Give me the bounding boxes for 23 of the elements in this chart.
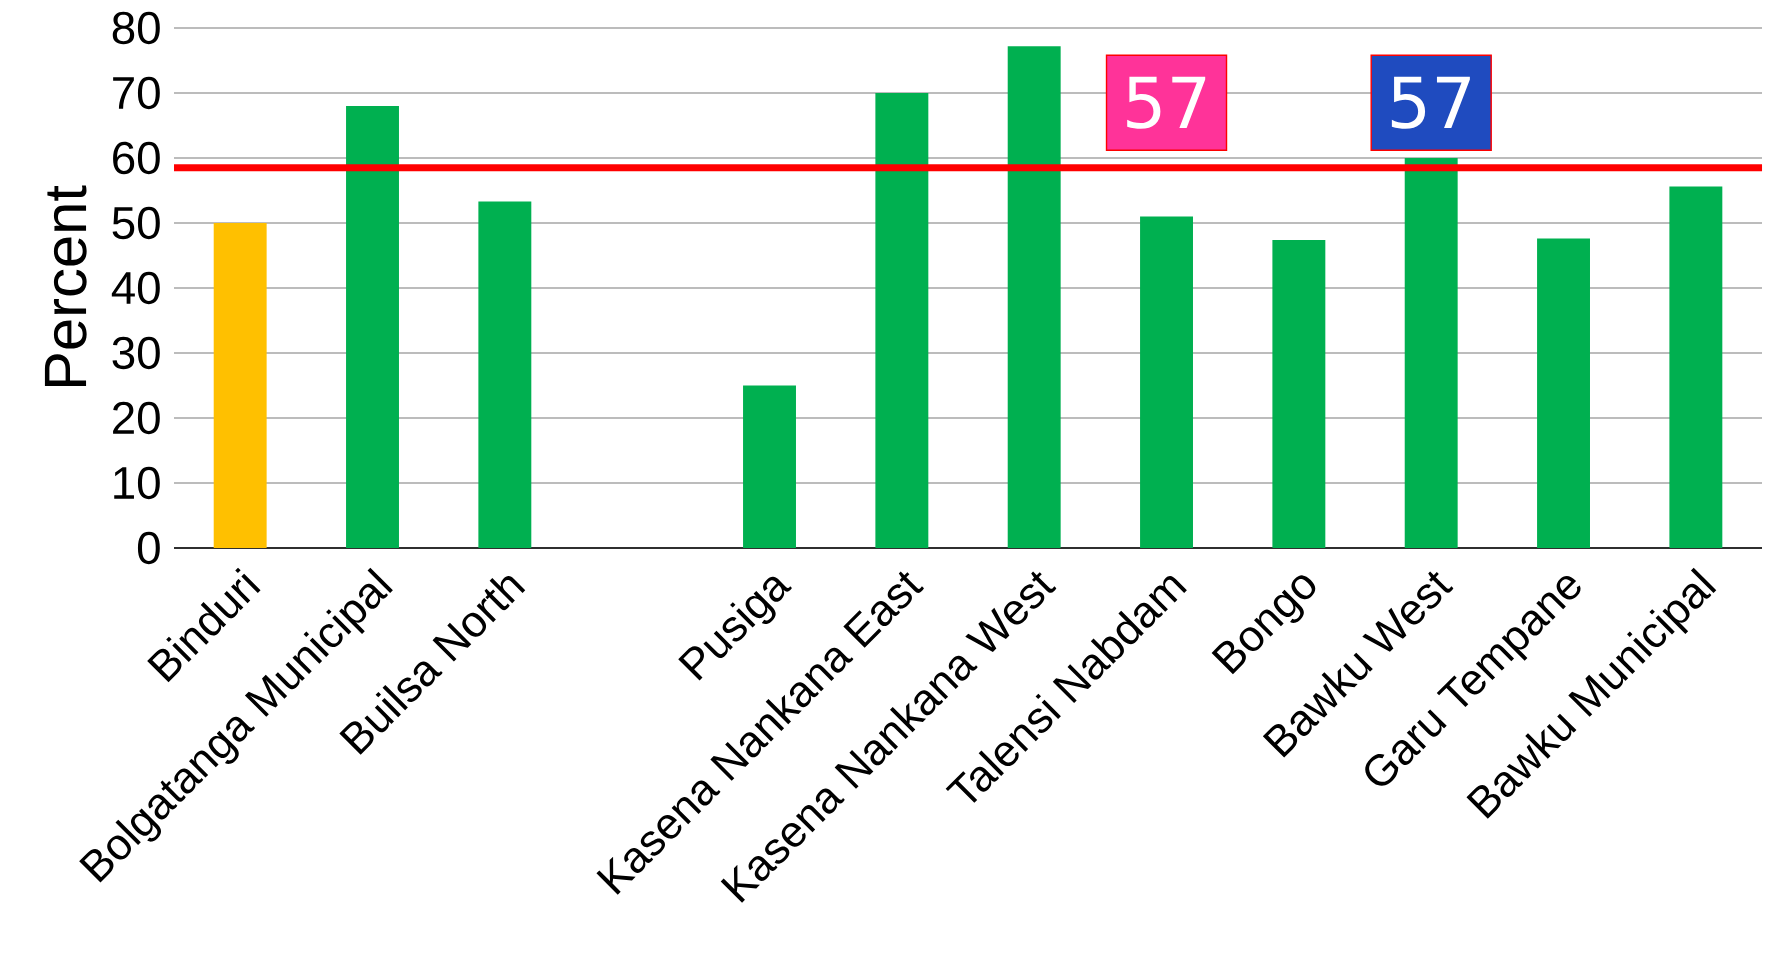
bar	[478, 201, 532, 548]
bar	[1404, 158, 1458, 548]
bar	[1272, 239, 1326, 548]
y-tick-label: 0	[137, 531, 160, 565]
annotation: 57	[1391, 76, 1470, 129]
y-tick-label: 20	[113, 401, 160, 435]
bar	[743, 385, 796, 548]
y-tick-label: 80	[112, 11, 160, 45]
bar	[875, 93, 929, 548]
bar	[1669, 186, 1723, 548]
y-tick-label: 30	[112, 336, 160, 370]
y-tick-label: 50	[112, 206, 160, 240]
y-tick-label: 10	[114, 466, 160, 500]
y-tick-label: 70	[113, 76, 160, 110]
annotation: 57	[1127, 76, 1206, 129]
bar	[1140, 216, 1193, 548]
y-tick-label: 60	[113, 141, 160, 175]
bar	[213, 223, 267, 548]
bar	[1537, 238, 1590, 548]
y-tick-label: 40	[111, 271, 160, 305]
y-axis-title: Percent	[44, 185, 87, 387]
bar	[346, 106, 399, 548]
bar	[1007, 46, 1061, 548]
